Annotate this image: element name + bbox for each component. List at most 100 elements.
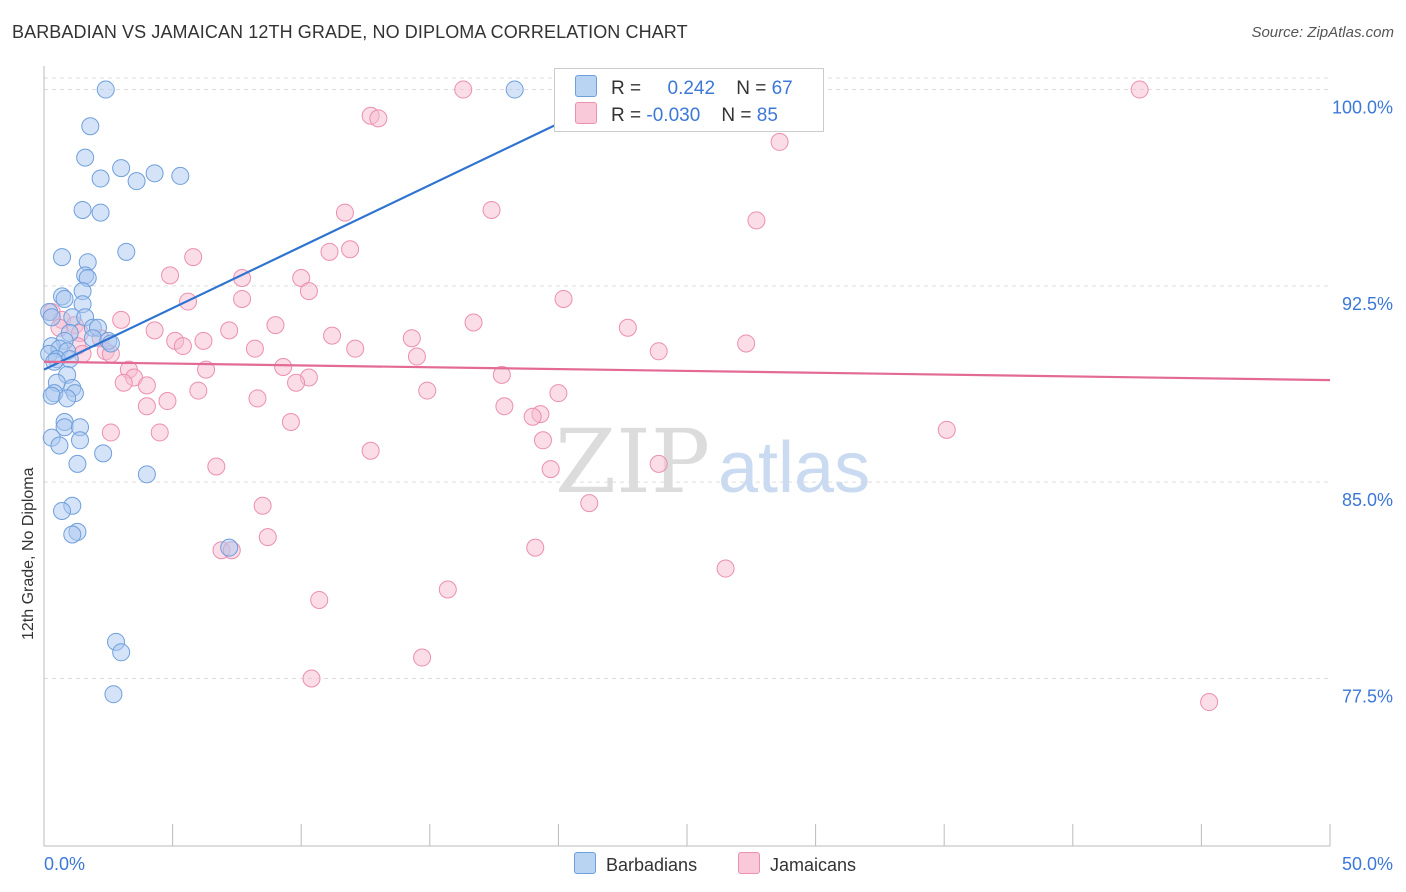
barbadian-point [505,80,524,99]
stats-legend: R = 0.242 N = 67 R = -0.030 N = 85 [554,68,824,132]
jamaican-point [281,412,300,431]
jamaicans-n-label: N = [721,105,752,126]
jamaican-point [533,431,552,450]
barbadian-point [94,444,113,463]
jamaican-point [341,240,360,259]
barbadian-point [68,454,87,473]
y-tick-label: 77.5% [1342,686,1393,706]
jamaican-point [158,392,177,411]
jamaican-point [233,289,252,308]
jamaicans-r-value: -0.030 [646,105,701,126]
jamaican-point [549,384,568,403]
jamaican-point [454,80,473,99]
barbadian-point [96,80,115,99]
jamaican-point [299,282,318,301]
jamaican-point [335,203,354,222]
barbadian-point [73,200,92,219]
jamaican-point [150,423,169,442]
jamaican-point [937,420,956,439]
jamaican-point [248,389,267,408]
jamaican-point [526,538,545,557]
jamaican-point [716,559,735,578]
barbadian-point [58,389,77,408]
bottom-legend-barbadians: Barbadians [574,852,697,876]
jamaican-point [369,109,388,128]
jamaican-point [618,318,637,337]
y-tick-label: 85.0% [1342,490,1393,510]
bottom-jamaicans-label: Jamaicans [770,855,857,875]
jamaican-point [207,457,226,476]
jamaican-point [554,289,573,308]
bottom-legend-jamaicans: Jamaicans [738,852,856,876]
barbadian-point [50,436,69,455]
barbadian-point [137,465,156,484]
barbadian-point [42,308,61,327]
barbadian-point [104,685,123,704]
jamaican-point [145,321,164,340]
barbadian-point [220,538,239,557]
jamaican-point [346,339,365,358]
x-tick-label: 0.0% [44,854,85,874]
barbadians-n-value: 67 [771,78,793,99]
jamaican-point [274,358,293,377]
barbadians-r-value: 0.242 [667,78,716,99]
barbadian-point [171,166,190,185]
barbadian-point [63,525,82,544]
barbadian-point [127,172,146,191]
barbadian-point [42,386,61,405]
y-axis-label: 12th Grade, No Diploma [20,467,37,640]
jamaican-point [737,334,756,353]
jamaican-point [137,397,156,416]
jamaican-point [173,337,192,356]
barbadian-point [71,431,90,450]
legend-row-jamaicans: R = -0.030 N = 85 [575,102,778,127]
jamaican-point [523,407,542,426]
jamaican-point [258,528,277,547]
jamaican-point [541,460,560,479]
jamaican-point [161,266,180,285]
jamaicans-r-label: R = [611,105,642,126]
trend-lines [43,122,1331,382]
jamaican-point [492,365,511,384]
barbadians-trend-line [43,122,559,371]
jamaicans-swatch [575,102,597,124]
barbadian-point [145,164,164,183]
x-tick-label: 50.0% [1342,854,1393,874]
watermark-zip: ZIP [555,410,710,513]
jamaican-point [310,590,329,609]
tick-labels: 77.5% 85.0% 92.5% 100.0% 0.0% 50.0% [44,98,1393,874]
barbadians-swatch [575,75,597,97]
jamaicans-points [42,80,1219,712]
jamaican-point [495,397,514,416]
jamaican-point [194,331,213,350]
jamaican-point [464,313,483,332]
jamaican-point [649,342,668,361]
barbadian-point [91,203,110,222]
jamaican-point [253,496,272,515]
barbadian-point [55,289,74,308]
jamaican-point [418,381,437,400]
jamaican-point [407,347,426,366]
jamaican-point [189,381,208,400]
legend-row-barbadians: R = 0.242 N = 67 [575,75,793,100]
jamaican-point [747,211,766,230]
watermark: ZIP atlas [555,410,870,513]
jamaican-point [302,669,321,688]
barbadians-r-label: R = [611,78,642,99]
jamaican-point [287,373,306,392]
jamaican-point [220,321,239,340]
jamaican-point [320,242,339,261]
jamaican-point [101,423,120,442]
jamaican-point [438,580,457,599]
jamaican-point [114,373,133,392]
barbadian-point [53,501,72,520]
barbadian-point [112,159,131,178]
barbadians-n-label: N = [736,78,767,99]
jamaican-point [402,329,421,348]
bottom-barbadians-swatch [574,852,596,874]
jamaican-point [245,339,264,358]
jamaican-point [649,454,668,473]
y-tick-label: 92.5% [1342,294,1393,314]
axes [43,66,1331,847]
